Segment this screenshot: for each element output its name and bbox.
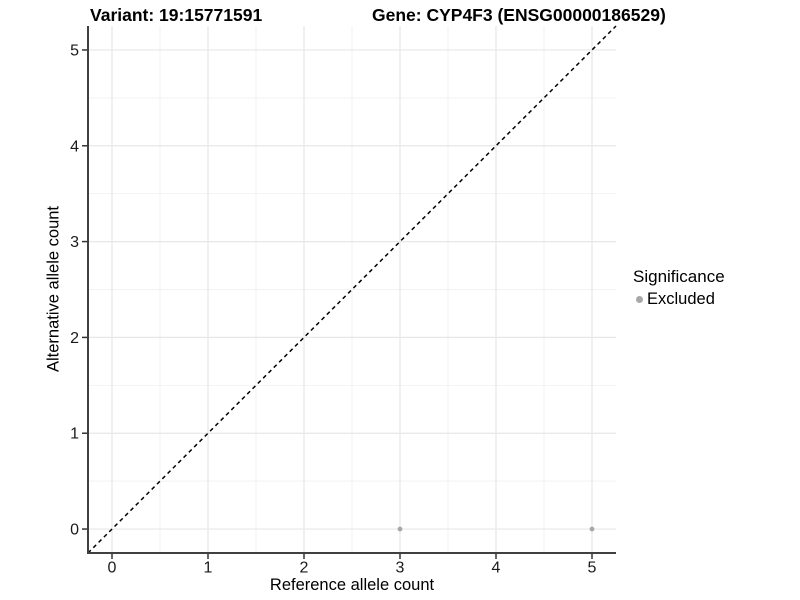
x-tick-label: 4 xyxy=(492,560,501,577)
legend: Significance Excluded xyxy=(631,267,725,309)
y-tick-label: 2 xyxy=(70,330,79,347)
y-axis-title: Alternative allele count xyxy=(44,205,63,373)
x-axis-title: Reference allele count xyxy=(269,576,435,594)
plot-title-gene: Gene: CYP4F3 (ENSG00000186529) xyxy=(372,5,666,25)
x-tick-label: 1 xyxy=(204,560,213,577)
x-tick-label: 0 xyxy=(108,560,117,577)
x-tick-label: 3 xyxy=(396,560,405,577)
x-tick-label: 2 xyxy=(300,560,309,577)
y-tick-label: 3 xyxy=(70,234,79,251)
legend-item-excluded: Excluded xyxy=(631,290,725,309)
data-point xyxy=(589,526,595,532)
y-tick-label: 4 xyxy=(70,138,79,155)
y-tick-label: 1 xyxy=(70,426,79,443)
y-tick-label: 0 xyxy=(70,522,79,539)
y-tick-label: 5 xyxy=(70,42,79,59)
plot-title-variant: Variant: 19:15771591 xyxy=(90,5,263,25)
legend-item-label: Excluded xyxy=(647,290,715,308)
legend-title: Significance xyxy=(633,267,725,286)
x-tick-label: 5 xyxy=(588,560,597,577)
data-point xyxy=(397,526,403,532)
legend-point-swatch xyxy=(636,296,643,303)
